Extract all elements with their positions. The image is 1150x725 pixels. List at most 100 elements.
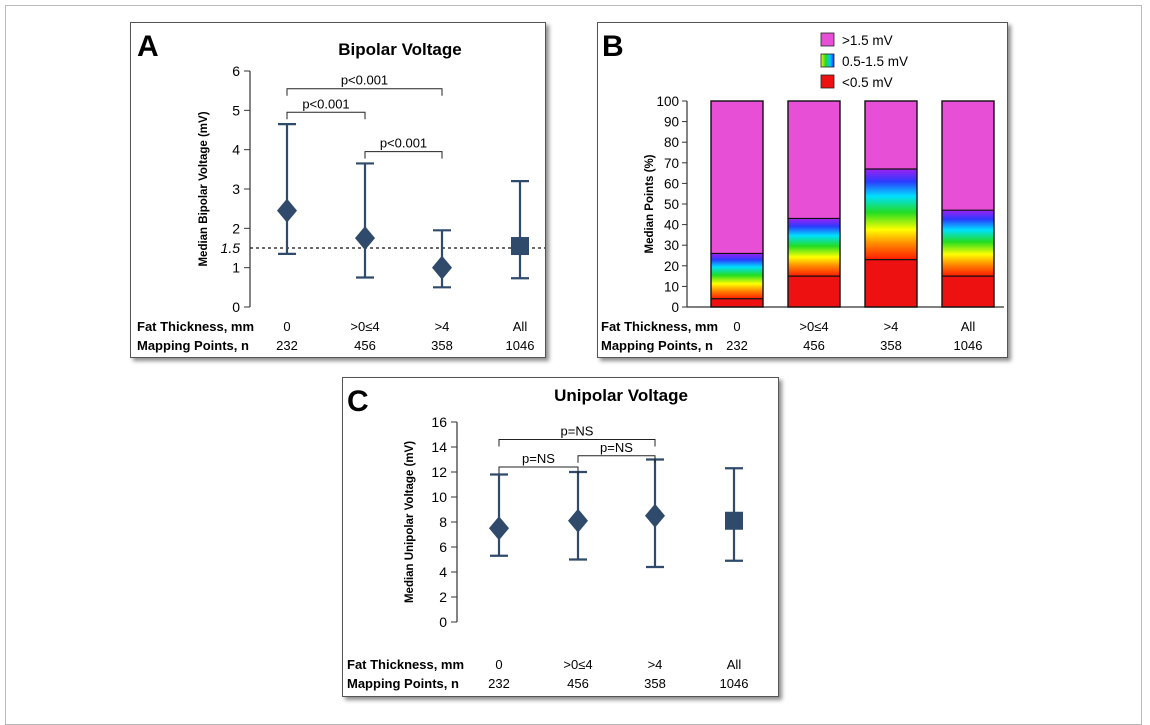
bar-segment-low <box>788 276 840 307</box>
significance-bracket <box>577 455 656 463</box>
bar-segment-low <box>865 259 917 307</box>
panel-a-bipolar-voltage: A Bipolar Voltage 0 1 2 3 4 5 6 Median Bipolar Vo… <box>130 22 546 358</box>
y-tick-label: 8 <box>439 514 447 530</box>
y-axis-label: Median Unipolar Voltage (mV) <box>404 441 416 603</box>
y-tick-label: 6 <box>439 539 447 555</box>
count-label: 456 <box>803 338 825 353</box>
count-label: 456 <box>567 676 589 691</box>
bar-segment-mid <box>942 210 994 277</box>
significance-label: p=NS <box>600 440 633 455</box>
bar-segment-mid <box>788 218 840 277</box>
significance-label: p=NS <box>522 451 555 466</box>
y-tick-label: 6 <box>232 63 240 79</box>
significance-bracket <box>286 111 366 120</box>
y-tick-label: 10 <box>664 279 679 294</box>
category-label: >4 <box>884 319 899 334</box>
row-label-mapping-points: Mapping Points, n <box>347 676 459 691</box>
legend-label: >1.5 mV <box>842 33 893 48</box>
y-tick-label: 20 <box>664 259 679 274</box>
median-diamond-marker <box>489 516 509 541</box>
y-tick-label: 80 <box>664 135 679 150</box>
y-tick-label: 30 <box>664 238 679 253</box>
category-label: >0≤4 <box>350 319 379 334</box>
bar-outline <box>787 100 841 308</box>
panel-b-voltage-distribution: B 0 10 20 30 40 50 60 70 80 90 100 Median Points (%)… <box>597 22 1008 358</box>
bar-segment-high <box>942 101 994 211</box>
threshold-label: 1.5 <box>221 240 241 256</box>
y-tick-label: 10 <box>431 489 447 505</box>
y-axis-label: Median Bipolar Voltage (mV) <box>198 111 210 266</box>
chart-svg: B 0 10 20 30 40 50 60 70 80 90 100 Median Points (%)… <box>601 30 1004 353</box>
count-label: 456 <box>354 338 376 353</box>
panel-letter: A <box>137 30 159 63</box>
median-diamond-marker <box>355 226 375 251</box>
count-label: 358 <box>880 338 902 353</box>
bar-outline <box>941 100 995 308</box>
bar-outline <box>710 100 764 308</box>
count-label: 1046 <box>954 338 983 353</box>
bar-segment-high <box>865 101 917 169</box>
significance-label: p<0.001 <box>302 96 349 111</box>
y-axis-label: Median Points (%) <box>644 154 656 253</box>
bar-segment-low <box>942 276 994 307</box>
category-label: All <box>961 319 976 334</box>
significance-label: p=NS <box>561 424 594 439</box>
legend-swatch <box>820 32 835 47</box>
y-tick-label: 90 <box>664 115 679 130</box>
median-diamond-marker <box>277 198 297 223</box>
row-label-mapping-points: Mapping Points, n <box>137 338 249 353</box>
count-label: 232 <box>726 338 748 353</box>
median-square-marker <box>511 237 529 256</box>
count-label: 1046 <box>506 338 535 353</box>
y-tick-label: 3 <box>232 181 240 197</box>
y-tick-label: 2 <box>439 589 447 605</box>
category-label: All <box>727 657 742 672</box>
y-tick-label: 0 <box>671 300 679 315</box>
legend-swatch <box>820 53 835 68</box>
y-tick-label: 50 <box>664 197 679 212</box>
y-tick-label: 40 <box>664 218 679 233</box>
category-label: >0≤4 <box>799 319 828 334</box>
y-tick-label: 16 <box>431 414 447 430</box>
y-tick-label: 12 <box>431 464 447 480</box>
chart-title: Bipolar Voltage <box>338 40 461 59</box>
significance-label: p<0.001 <box>341 73 388 88</box>
significance-label: p<0.001 <box>380 136 427 151</box>
row-label-fat-thickness: Fat Thickness, mm <box>137 319 254 334</box>
bar-segment-high <box>788 101 840 219</box>
legend-label: <0.5 mV <box>842 75 893 90</box>
category-label: 0 <box>733 319 740 334</box>
chart-title: Unipolar Voltage <box>554 386 688 405</box>
row-label-fat-thickness: Fat Thickness, mm <box>347 657 464 672</box>
legend-swatch <box>820 74 835 89</box>
bar-segment-mid <box>865 168 917 260</box>
y-tick-label: 0 <box>232 299 240 315</box>
category-label: >4 <box>648 657 663 672</box>
category-label: All <box>513 319 528 334</box>
chart-svg: C Unipolar Voltage 0 2 4 6 8 10 12 14 16 Median Uni… <box>347 385 749 691</box>
y-tick-label: 4 <box>232 142 240 158</box>
y-tick-label: 4 <box>439 564 447 580</box>
panel-c-unipolar-voltage: C Unipolar Voltage 0 2 4 6 8 10 12 14 16 Median Uni… <box>342 377 779 697</box>
bar-outline <box>864 100 918 308</box>
panel-letter: C <box>347 385 369 418</box>
count-label: 232 <box>488 676 510 691</box>
bar-segment-mid <box>711 253 763 299</box>
category-label: 0 <box>495 657 502 672</box>
bar-segment-high <box>711 101 763 254</box>
significance-bracket <box>286 88 443 96</box>
count-label: 1046 <box>720 676 749 691</box>
category-label: >4 <box>435 319 450 334</box>
significance-bracket <box>498 466 579 474</box>
legend-label: 0.5-1.5 mV <box>842 54 908 69</box>
count-label: 358 <box>431 338 453 353</box>
y-tick-label: 1 <box>232 260 240 276</box>
category-label: 0 <box>283 319 290 334</box>
y-tick-label: 70 <box>664 156 679 171</box>
y-tick-label: 60 <box>664 176 679 191</box>
y-tick-label: 0 <box>439 614 447 630</box>
significance-bracket <box>364 151 443 159</box>
row-label-mapping-points: Mapping Points, n <box>601 338 713 353</box>
panel-letter: B <box>602 30 624 63</box>
